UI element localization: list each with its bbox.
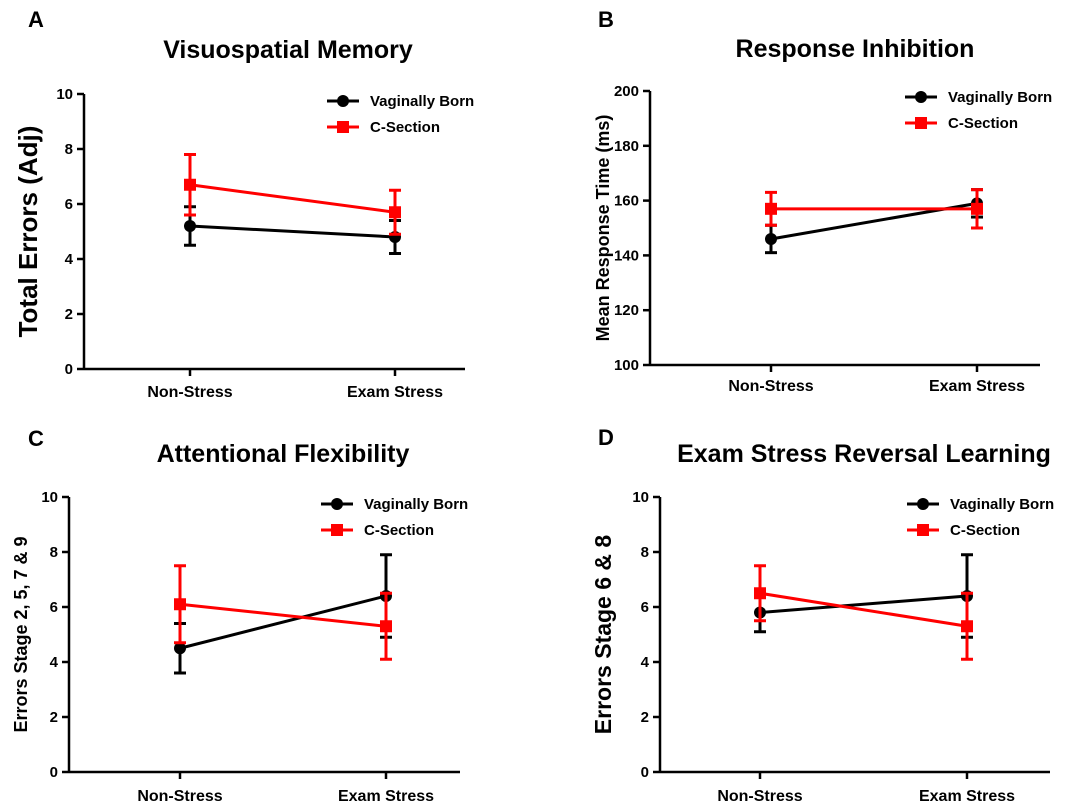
y-axis-label: Total Errors (Adj) — [13, 126, 43, 338]
y-tick-label: 160 — [614, 193, 639, 210]
data-point — [184, 178, 196, 191]
y-tick-label: 6 — [50, 599, 58, 616]
data-point — [174, 598, 186, 611]
y-tick-label: 10 — [56, 86, 73, 103]
legend-label: Vaginally Born — [950, 496, 1054, 513]
legend-marker — [915, 91, 927, 103]
data-point — [389, 206, 401, 219]
panel-letter: B — [598, 7, 614, 32]
chart-panel-b: B Response Inhibition Mean Response Time (… — [593, 7, 1052, 395]
panel-letter: D — [598, 425, 614, 450]
chart-title: Visuospatial Memory — [163, 36, 413, 64]
data-point — [765, 232, 777, 245]
y-tick-label: 140 — [614, 247, 639, 264]
y-tick-label: 0 — [641, 764, 649, 781]
data-point — [754, 587, 766, 600]
y-tick-label: 6 — [65, 196, 73, 213]
y-axis-label: Errors Stage 2, 5, 7 & 9 — [11, 536, 31, 732]
data-point — [765, 202, 777, 215]
legend-entry: C-Section — [321, 522, 434, 539]
x-tick-label: Non-Stress — [728, 378, 813, 395]
y-tick-label: 10 — [632, 489, 649, 506]
legend-label: C-Section — [948, 115, 1018, 132]
legend-entry: C-Section — [905, 115, 1018, 132]
y-tick-label: 2 — [65, 306, 73, 323]
chart-panel-a: A Visuospatial Memory Total Errors (Adj) 0 2… — [13, 7, 474, 401]
legend-entry: Vaginally Born — [321, 496, 468, 513]
legend-marker — [331, 524, 343, 536]
y-tick-label: 4 — [65, 251, 74, 268]
legend-marker — [337, 95, 349, 107]
legend-label: Vaginally Born — [370, 93, 474, 110]
series-c-section — [184, 153, 401, 236]
legend-entry: Vaginally Born — [905, 89, 1052, 106]
series-vaginally-born — [184, 205, 401, 255]
legend-label: Vaginally Born — [948, 89, 1052, 106]
data-point — [174, 642, 186, 655]
chart-title: Response Inhibition — [736, 35, 975, 63]
series-c-section — [754, 564, 973, 661]
series-line — [179, 602, 387, 628]
series-line — [759, 594, 968, 614]
y-tick-label: 100 — [614, 357, 639, 374]
data-point — [184, 220, 196, 232]
chart-panel-c: C Attentional Flexibility Errors Stage 2, … — [11, 426, 468, 805]
series-line — [189, 183, 396, 214]
series-line — [759, 591, 968, 628]
data-point — [971, 202, 983, 215]
y-tick-label: 8 — [641, 544, 649, 561]
legend-marker — [331, 498, 343, 510]
x-tick-label: Exam Stress — [929, 378, 1025, 395]
series-line — [179, 594, 387, 650]
y-tick-label: 0 — [65, 361, 73, 378]
y-tick-label: 2 — [50, 709, 58, 726]
x-tick-label: Exam Stress — [338, 788, 434, 805]
y-tick-label: 4 — [50, 654, 59, 671]
legend-label: C-Section — [370, 119, 440, 136]
y-tick-label: 4 — [641, 654, 650, 671]
series-line — [189, 224, 396, 239]
y-tick-label: 10 — [41, 489, 58, 506]
series-c-section — [765, 188, 983, 230]
y-tick-label: 8 — [50, 544, 58, 561]
y-tick-label: 180 — [614, 138, 639, 155]
y-axis-label: Mean Response Time (ms) — [593, 115, 613, 342]
legend-marker — [337, 121, 349, 133]
x-tick-label: Non-Stress — [137, 788, 222, 805]
y-tick-label: 120 — [614, 302, 639, 319]
y-tick-label: 0 — [50, 764, 58, 781]
series-vaginally-born — [765, 188, 983, 255]
panel-letter: A — [28, 7, 44, 32]
legend-entry: Vaginally Born — [327, 93, 474, 110]
y-axis-label: Errors Stage 6 & 8 — [590, 535, 616, 735]
y-tick-label: 2 — [641, 709, 649, 726]
legend-label: Vaginally Born — [364, 496, 468, 513]
legend-entry: C-Section — [327, 119, 440, 136]
legend-marker — [917, 498, 929, 510]
y-tick-label: 6 — [641, 599, 649, 616]
legend-marker — [917, 524, 929, 536]
chart-title: Attentional Flexibility — [157, 440, 410, 468]
x-tick-label: Non-Stress — [147, 384, 232, 401]
series-vaginally-born — [754, 553, 973, 639]
y-tick-label: 200 — [614, 83, 639, 100]
legend-entry: Vaginally Born — [907, 496, 1054, 513]
panel-letter: C — [28, 426, 44, 451]
x-tick-label: Non-Stress — [717, 788, 802, 805]
data-point — [380, 620, 392, 633]
chart-title: Exam Stress Reversal Learning — [677, 440, 1051, 468]
y-tick-label: 8 — [65, 141, 73, 158]
legend-label: C-Section — [950, 522, 1020, 539]
chart-panel-d: D Exam Stress Reversal Learning Errors Sta… — [590, 425, 1054, 805]
legend-marker — [915, 117, 927, 129]
x-tick-label: Exam Stress — [347, 384, 443, 401]
data-point — [961, 620, 973, 633]
legend-label: C-Section — [364, 522, 434, 539]
series-c-section — [174, 564, 392, 661]
x-tick-label: Exam Stress — [919, 788, 1015, 805]
legend-entry: C-Section — [907, 522, 1020, 539]
